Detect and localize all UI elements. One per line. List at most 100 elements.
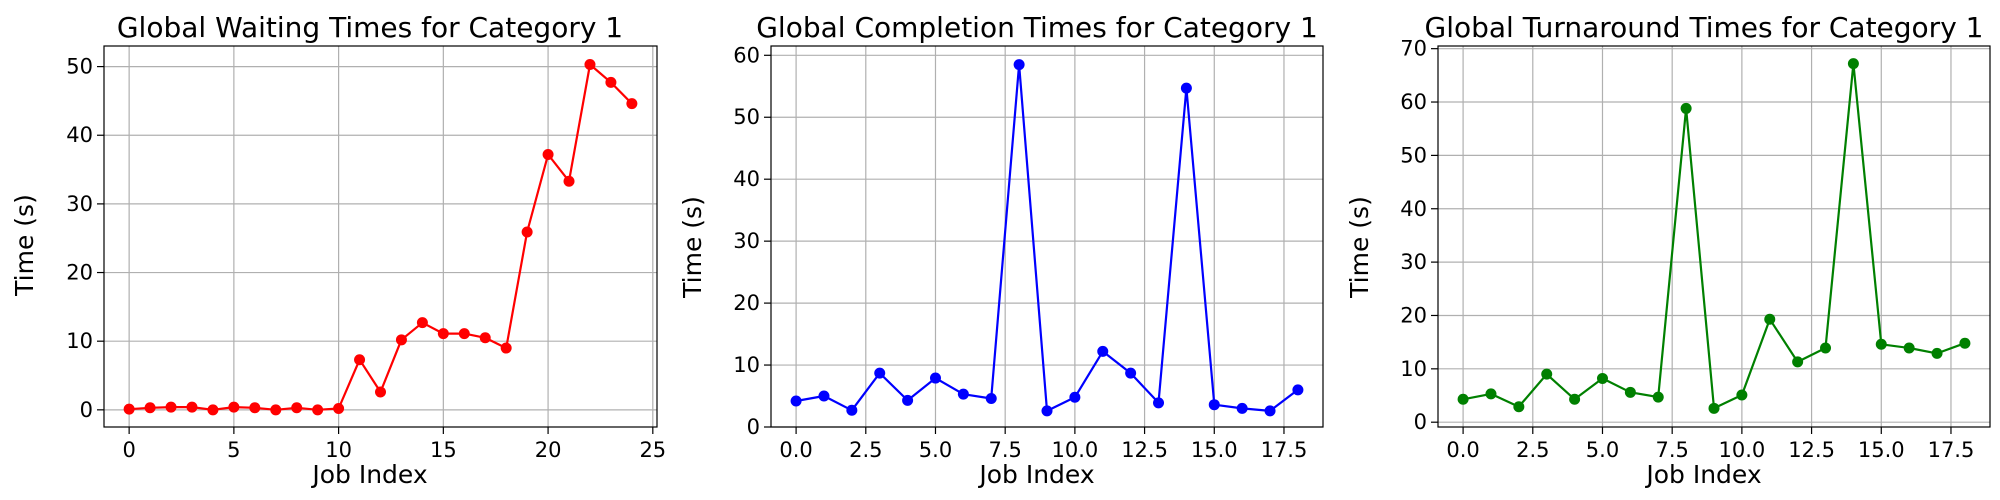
data-point xyxy=(395,334,407,346)
data-point xyxy=(1847,58,1859,70)
data-point xyxy=(957,388,969,400)
data-point xyxy=(207,404,219,416)
y-tick-label: 50 xyxy=(66,55,93,79)
data-point xyxy=(1457,393,1469,405)
data-point xyxy=(985,393,997,405)
data-point xyxy=(165,401,177,413)
x-tick-label: 0 xyxy=(122,438,135,462)
y-tick-label: 50 xyxy=(733,105,760,129)
data-point xyxy=(458,328,470,340)
data-point xyxy=(186,401,198,413)
y-tick-label: 10 xyxy=(1400,357,1427,381)
data-point xyxy=(1736,389,1748,401)
data-point xyxy=(790,395,802,407)
plot-frame xyxy=(103,45,658,428)
y-tick-label: 10 xyxy=(66,329,93,353)
data-point xyxy=(1125,367,1137,379)
data-point xyxy=(563,175,575,187)
x-tick-label: 0.0 xyxy=(1446,438,1479,462)
x-tick-label: 15.0 xyxy=(1191,438,1238,462)
chart-title: Global Waiting Times for Category 1 xyxy=(117,11,623,44)
x-axis-label: Job Index xyxy=(977,460,1094,489)
data-point xyxy=(479,332,491,344)
x-tick-label: 12.5 xyxy=(1121,438,1168,462)
x-tick-label: 17.5 xyxy=(1928,438,1975,462)
data-point xyxy=(846,404,858,416)
x-tick-label: 10 xyxy=(325,438,352,462)
data-point xyxy=(584,59,596,71)
data-point xyxy=(874,367,886,379)
data-point xyxy=(500,342,512,354)
data-point xyxy=(1153,397,1165,409)
y-axis-label: Time (s) xyxy=(10,194,39,297)
turnaround-times-chart: Global Turnaround Times for Category 1 J… xyxy=(1345,11,1991,489)
data-point xyxy=(1264,405,1276,417)
y-tick-label: 30 xyxy=(1400,250,1427,274)
data-point xyxy=(1541,368,1553,380)
data-point xyxy=(375,386,386,398)
x-tick-label: 7.5 xyxy=(988,438,1021,462)
grid xyxy=(1438,46,1990,427)
data-point xyxy=(416,317,428,329)
data-point xyxy=(354,354,366,366)
data-point xyxy=(902,394,914,406)
y-tick-label: 50 xyxy=(1400,143,1427,167)
data-point xyxy=(228,401,240,413)
grid xyxy=(104,46,657,427)
y-tick-label: 20 xyxy=(66,261,93,285)
data-point xyxy=(1013,59,1025,71)
chart-title: Global Completion Times for Category 1 xyxy=(756,11,1318,44)
grid xyxy=(771,46,1323,428)
x-tick-label: 5 xyxy=(227,438,240,462)
data-point xyxy=(1513,401,1525,413)
data-point xyxy=(1680,102,1692,114)
data-point xyxy=(1931,347,1943,359)
data-point xyxy=(123,403,135,415)
x-axis-label: Job Index xyxy=(1644,460,1761,489)
x-tick-label: 25 xyxy=(639,438,666,462)
y-tick-label: 60 xyxy=(733,43,760,67)
y-axis-label: Time (s) xyxy=(1345,196,1374,299)
y-tick-label: 0 xyxy=(80,398,93,422)
data-point xyxy=(521,226,533,238)
data-point xyxy=(542,148,554,160)
x-tick-label: 5.0 xyxy=(919,438,952,462)
data-point xyxy=(333,402,345,414)
data-point xyxy=(312,404,324,416)
data-point xyxy=(1236,402,1248,414)
y-tick-label: 30 xyxy=(66,192,93,216)
data-point xyxy=(818,390,830,402)
x-tick-label: 12.5 xyxy=(1788,438,1835,462)
data-point xyxy=(1041,405,1053,417)
y-tick-label: 40 xyxy=(1400,197,1427,221)
data-point xyxy=(144,402,156,414)
data-point xyxy=(1652,391,1664,403)
data-point xyxy=(1875,338,1887,350)
x-tick-label: 10.0 xyxy=(1718,438,1765,462)
y-tick-label: 70 xyxy=(1400,37,1427,61)
series-line xyxy=(795,63,1299,412)
data-point xyxy=(1959,337,1971,349)
data-point xyxy=(1069,391,1081,403)
y-tick-label: 0 xyxy=(747,415,760,439)
y-tick-label: 40 xyxy=(733,167,760,191)
data-point xyxy=(1708,402,1720,414)
data-point xyxy=(605,76,617,88)
data-point xyxy=(1820,342,1832,354)
data-point xyxy=(626,98,638,110)
y-tick-label: 60 xyxy=(1400,90,1427,114)
x-tick-label: 7.5 xyxy=(1655,438,1688,462)
completion-times-chart: Global Completion Times for Category 1 J… xyxy=(678,11,1324,489)
y-tick-label: 40 xyxy=(66,123,93,147)
x-tick-label: 15 xyxy=(430,438,457,462)
data-point xyxy=(1903,342,1915,354)
y-tick-label: 30 xyxy=(733,229,760,253)
waiting-times-chart: Global Waiting Times for Category 1 Job … xyxy=(10,11,666,489)
data-point xyxy=(1792,356,1804,368)
x-tick-label: 10.0 xyxy=(1051,438,1098,462)
y-tick-label: 0 xyxy=(1414,410,1427,434)
y-axis-label: Time (s) xyxy=(678,196,707,299)
data-point xyxy=(1208,399,1220,411)
data-point xyxy=(1097,345,1109,357)
